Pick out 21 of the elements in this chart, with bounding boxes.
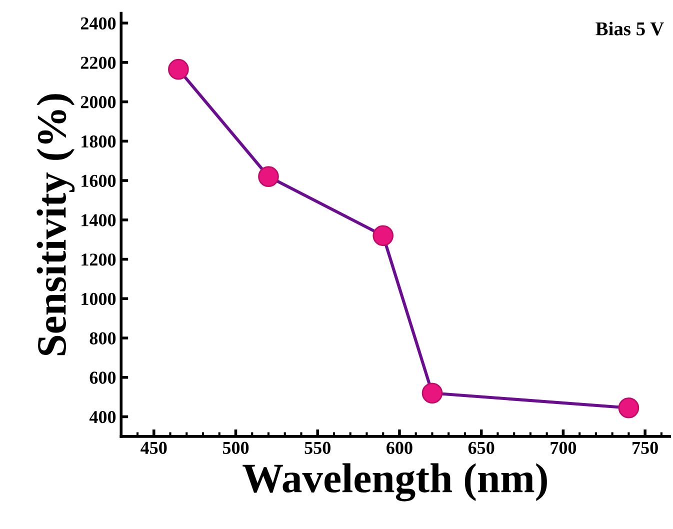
x-tick-label: 700 bbox=[550, 442, 576, 454]
y-tick-label: 2200 bbox=[80, 56, 116, 69]
y-tick-label: 1600 bbox=[82, 174, 116, 187]
x-tick-label: 450 bbox=[140, 442, 167, 454]
y-tick-label: 1000 bbox=[82, 292, 116, 306]
y-tick-label: 800 bbox=[90, 332, 116, 344]
y-tick-label: 600 bbox=[90, 372, 116, 384]
x-tick-label: 750 bbox=[632, 442, 658, 454]
y-tick-label: 1200 bbox=[82, 254, 116, 266]
y-axis-title: Sensitivity (%) bbox=[36, 94, 75, 356]
y-tick-label: 400 bbox=[89, 411, 116, 424]
x-tick-label: 650 bbox=[468, 442, 494, 454]
x-tick-label: 500 bbox=[222, 442, 249, 454]
x-axis-title: Wavelength (nm) bbox=[242, 463, 547, 502]
y-tick-label: 1400 bbox=[82, 214, 116, 226]
y-tick-label: 2000 bbox=[80, 96, 116, 108]
y-tick-label: 2400 bbox=[80, 17, 116, 30]
y-tick-label: 1800 bbox=[82, 135, 116, 148]
x-tick-label: 600 bbox=[386, 442, 412, 454]
annotation: Bias 5 V bbox=[596, 22, 664, 36]
x-tick-label: 550 bbox=[304, 442, 330, 454]
